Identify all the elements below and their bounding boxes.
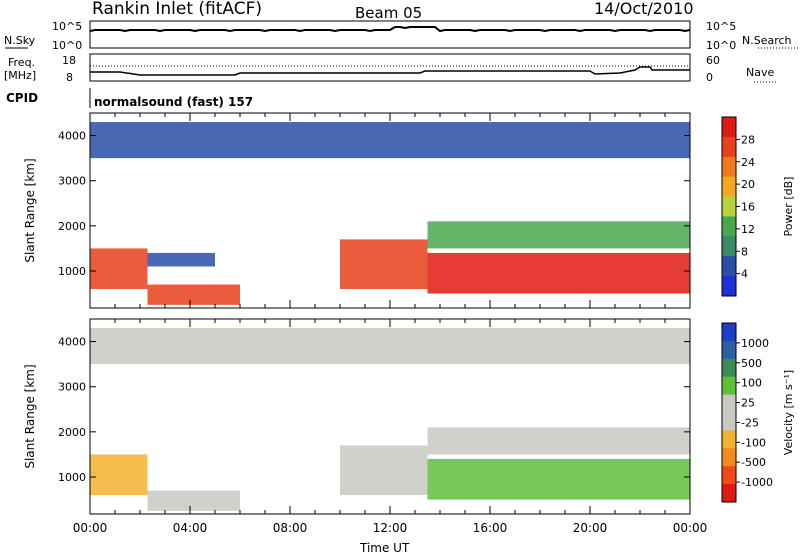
nsearch-label: N.Search xyxy=(742,34,792,47)
x-tick-label: 20:00 xyxy=(573,521,608,535)
colorbar-segment xyxy=(722,176,736,198)
colorbar-segment xyxy=(722,156,736,178)
velocity-colorbar: 1000 500 100 25 -25 -100 -500 -1000 Velocity [m … xyxy=(721,322,795,503)
x-tick-label: 00:00 xyxy=(673,521,708,535)
x-tick-label: 12:00 xyxy=(373,521,408,535)
y-tick-label: 1000 xyxy=(58,265,86,278)
y-axis-title: Slant Range [km] xyxy=(23,158,37,262)
x-tick-label: 04:00 xyxy=(173,521,208,535)
power-panel: 1000 2000 3000 4000 Slant Range [km] xyxy=(23,112,691,309)
colorbar-segment xyxy=(722,117,736,138)
colorbar-segment xyxy=(722,136,736,158)
freq-tick-bottom: 8 xyxy=(66,71,73,84)
data-band xyxy=(427,252,690,294)
colorbar-tick-label: -1000 xyxy=(741,476,773,489)
colorbar-segment xyxy=(722,412,736,431)
power-colorbar: 4 8 12 16 20 24 28 Power [dB] xyxy=(721,116,795,297)
data-band xyxy=(90,248,148,290)
data-band xyxy=(340,445,428,496)
nsky-panel-frame xyxy=(89,20,691,49)
colorbar-tick-label: -500 xyxy=(741,456,766,469)
colorbar-segment xyxy=(722,196,736,217)
x-tick-label: 00:00 xyxy=(73,521,108,535)
nsky-tick-top: 10^5 xyxy=(52,20,82,33)
velocity-panel: 1000 2000 3000 4000 Slant Range [km] xyxy=(23,318,691,515)
colorbar-tick-label: -100 xyxy=(741,436,766,449)
x-tick-label: 08:00 xyxy=(273,521,308,535)
colorbar-segment xyxy=(722,484,736,503)
cpid-label: CPID xyxy=(6,91,38,105)
freq-label-2: [MHz] xyxy=(4,69,36,82)
data-band xyxy=(427,221,690,249)
colorbar-segment xyxy=(722,430,736,449)
colorbar-tick-label: 100 xyxy=(741,377,762,390)
y-tick-label: 3000 xyxy=(58,175,86,188)
y-tick-label: 4000 xyxy=(58,130,86,143)
y-tick-label: 3000 xyxy=(58,381,86,394)
colorbar-tick-label: 20 xyxy=(741,178,755,191)
colorbar-title: Velocity [m s⁻¹] xyxy=(782,370,795,455)
nsearch-tick-bottom: 10^0 xyxy=(706,39,736,52)
data-band xyxy=(147,490,240,511)
x-axis-title: Time UT xyxy=(359,541,410,554)
x-axis-labels: 00:00 04:00 08:00 12:00 16:00 20:00 00:00 xyxy=(73,521,708,535)
data-band xyxy=(90,328,690,365)
colorbar-segment xyxy=(722,466,736,485)
data-band xyxy=(147,284,240,305)
data-band xyxy=(427,427,690,455)
nave-tick-bottom: 0 xyxy=(706,71,713,84)
nsky-label: N.Sky xyxy=(4,34,36,47)
y-tick-label: 1000 xyxy=(58,471,86,484)
freq-label-1: Freq. xyxy=(8,56,35,69)
colorbar-segment xyxy=(722,216,736,237)
colorbar-segment xyxy=(722,448,736,467)
y-tick-label: 4000 xyxy=(58,336,86,349)
date-title: 14/Oct/2010 xyxy=(594,0,694,18)
y-axis-title: Slant Range [km] xyxy=(23,364,37,468)
colorbar-segment xyxy=(722,256,736,277)
cpid-text: normalsound (fast) 157 xyxy=(94,95,253,109)
colorbar-tick-label: 500 xyxy=(741,357,762,370)
nave-label: Nave xyxy=(746,66,774,79)
colorbar-tick-label: 4 xyxy=(741,268,748,281)
colorbar-tick-label: 28 xyxy=(741,133,755,146)
x-tick-label: 16:00 xyxy=(473,521,508,535)
colorbar-segment xyxy=(722,358,736,378)
data-band xyxy=(147,252,215,267)
nsky-trace xyxy=(89,26,691,33)
site-title: Rankin Inlet (fitACF) xyxy=(92,0,262,19)
data-band xyxy=(90,122,690,159)
data-band xyxy=(340,239,428,290)
colorbar-segment xyxy=(722,276,736,297)
colorbar-tick-label: -25 xyxy=(741,416,759,429)
colorbar-segment xyxy=(722,376,736,396)
colorbar-tick-label: 1000 xyxy=(741,337,769,350)
freq-trace xyxy=(90,66,690,76)
nsky-tick-bottom: 10^0 xyxy=(52,39,82,52)
freq-tick-top: 18 xyxy=(62,54,76,67)
colorbar-tick-label: 25 xyxy=(741,397,755,410)
beam-title: Beam 05 xyxy=(355,4,422,22)
nsky-line xyxy=(89,26,691,33)
colorbar-tick-label: 24 xyxy=(741,156,755,169)
colorbar-tick-label: 8 xyxy=(741,245,748,258)
data-band xyxy=(427,458,690,500)
colorbar-tick-label: 16 xyxy=(741,201,755,214)
colorbar-title: Power [dB] xyxy=(782,177,795,237)
colorbar-segment xyxy=(722,394,736,413)
nave-tick-top: 60 xyxy=(706,54,720,67)
nsearch-tick-top: 10^5 xyxy=(706,20,736,33)
colorbar-tick-label: 12 xyxy=(741,223,755,236)
colorbar-segment xyxy=(722,236,736,257)
y-tick-label: 2000 xyxy=(58,426,86,439)
colorbar-segment xyxy=(722,323,736,342)
colorbar-frame xyxy=(721,322,737,503)
data-band xyxy=(90,454,148,496)
colorbar-segment xyxy=(722,340,736,360)
freq-panel-frame xyxy=(89,53,691,82)
y-tick-label: 2000 xyxy=(58,220,86,233)
